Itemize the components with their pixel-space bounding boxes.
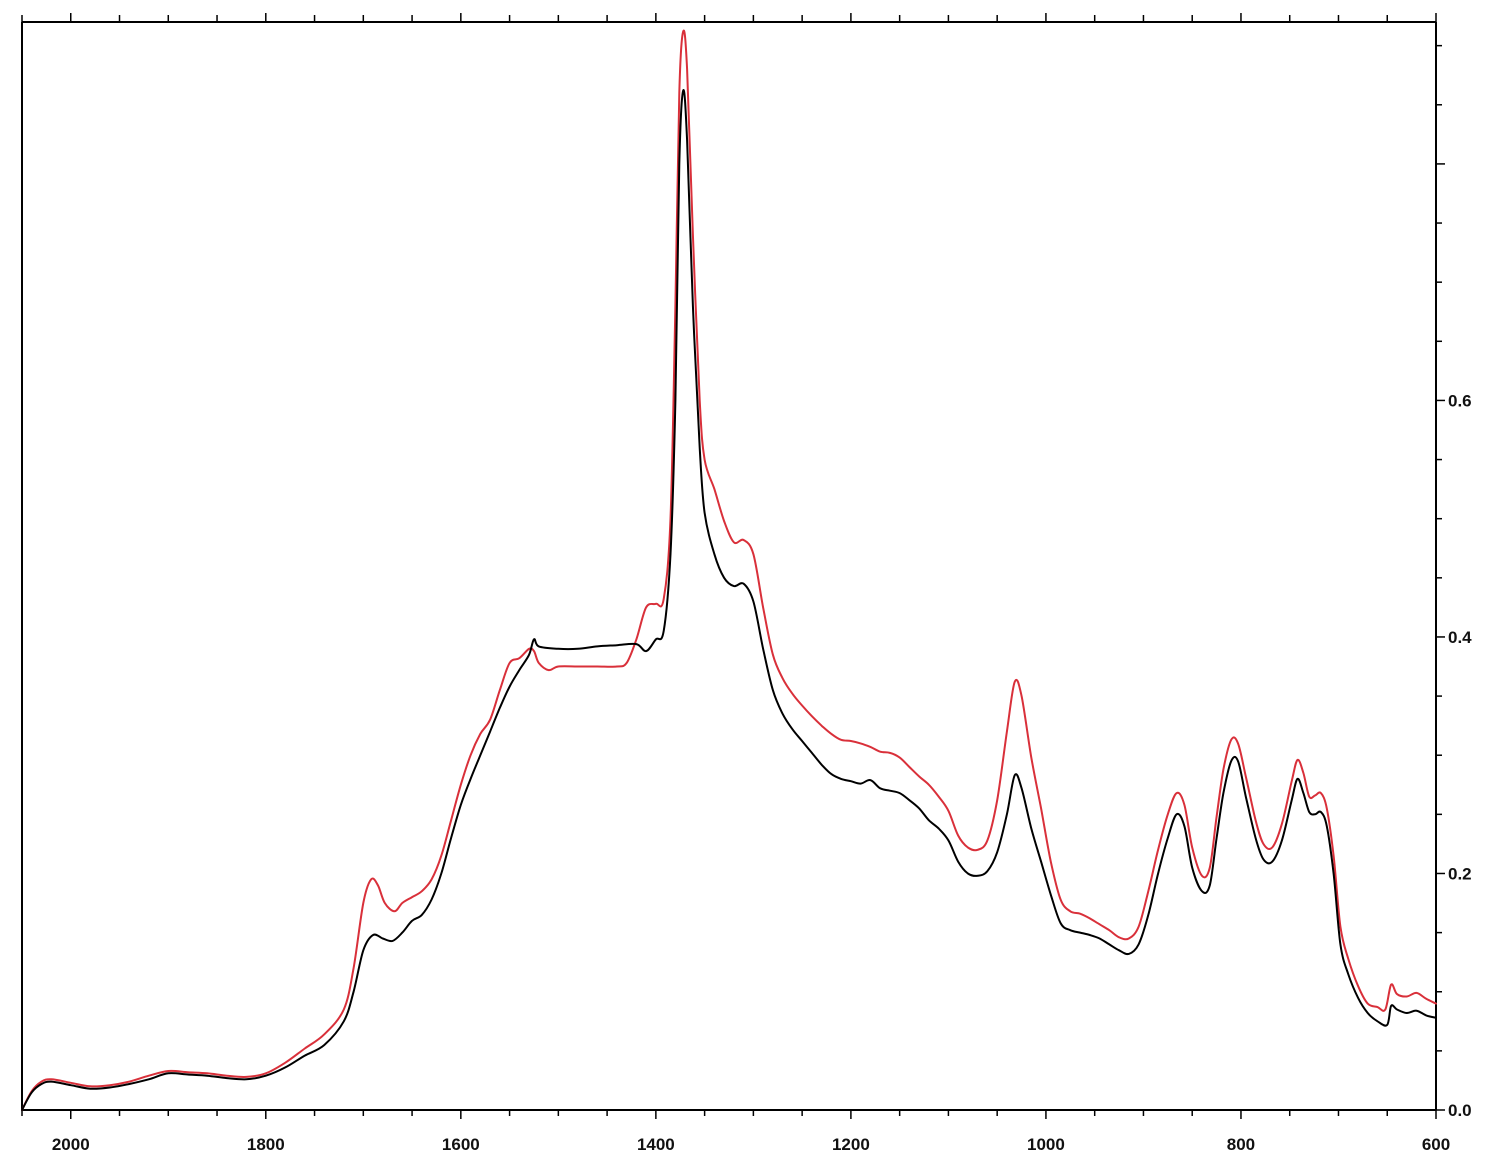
y-tick-label: 0.0 [1448,1101,1472,1120]
x-tick-label: 1800 [247,1135,285,1154]
series-line-red [21,29,1437,1111]
tick-labels: 2000 1800 1600 1400 1200 1000 800 600 0.0 0.2 0.4 0… [52,391,1472,1154]
axes [21,13,1445,1119]
x-tick-label: 1000 [1027,1135,1065,1154]
y-tick-label: 0.4 [1448,628,1472,647]
x-tick-label: 600 [1422,1135,1450,1154]
x-tick-label: 800 [1227,1135,1255,1154]
x-tick-label: 1400 [637,1135,675,1154]
series-group [21,29,1437,1111]
x-tick-label: 2000 [52,1135,90,1154]
y-tick-label: 0.2 [1448,864,1472,883]
series-line-black [21,89,1437,1111]
x-tick-label: 1600 [442,1135,480,1154]
y-tick-label: 0.6 [1448,391,1472,410]
x-tick-label: 1200 [832,1135,870,1154]
